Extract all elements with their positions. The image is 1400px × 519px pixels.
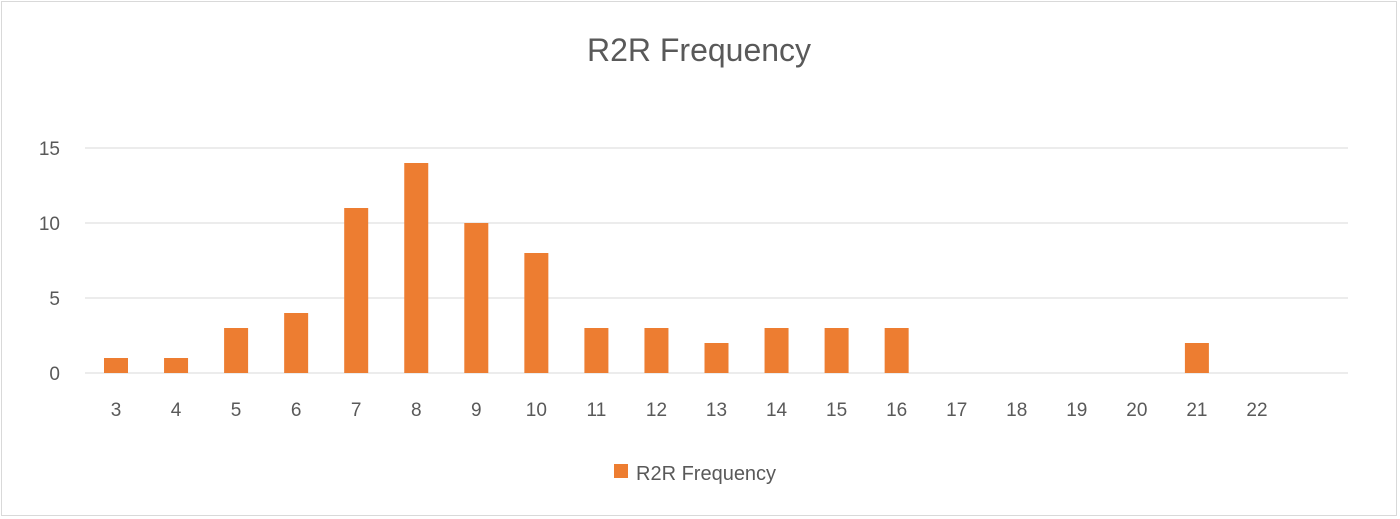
x-tick-label: 14 xyxy=(766,400,788,421)
x-tick-label: 22 xyxy=(1246,400,1267,421)
bar xyxy=(104,358,128,373)
bar xyxy=(1184,343,1209,373)
gridlines xyxy=(85,147,1348,374)
y-tick-label: 5 xyxy=(49,289,60,310)
bar xyxy=(164,358,189,373)
legend-label: R2R Frequency xyxy=(636,463,776,485)
x-tick-label: 3 xyxy=(111,400,122,421)
bar xyxy=(344,208,369,373)
bar xyxy=(224,328,249,373)
x-tick-label: 8 xyxy=(411,400,422,421)
chart-title: R2R Frequency xyxy=(587,32,811,68)
bar xyxy=(284,313,309,373)
legend-swatch xyxy=(614,464,628,478)
bars xyxy=(104,163,1209,373)
y-tick-label: 0 xyxy=(49,364,60,385)
x-tick-label: 18 xyxy=(1006,400,1027,421)
y-tick-label: 15 xyxy=(39,139,60,160)
bar xyxy=(824,328,849,373)
bar xyxy=(884,328,909,373)
bar xyxy=(704,343,729,373)
x-tick-label: 13 xyxy=(706,400,727,421)
legend: R2R Frequency xyxy=(614,463,776,485)
bar xyxy=(764,328,789,373)
x-tick-label: 11 xyxy=(587,400,607,421)
x-tick-label: 5 xyxy=(231,400,242,421)
x-tick-label: 6 xyxy=(291,400,302,421)
x-tick-label: 7 xyxy=(351,400,362,421)
bar xyxy=(584,328,609,373)
bar xyxy=(644,328,669,373)
bar xyxy=(464,223,489,373)
x-tick-label: 16 xyxy=(886,400,907,421)
x-tick-label: 15 xyxy=(826,400,847,421)
x-tick-label: 21 xyxy=(1186,400,1207,421)
x-tick-label: 10 xyxy=(526,400,547,421)
x-tick-label: 17 xyxy=(946,400,967,421)
bar xyxy=(524,253,549,373)
bar xyxy=(404,163,429,373)
y-tick-label: 10 xyxy=(39,214,60,235)
x-tick-label: 4 xyxy=(171,400,182,421)
y-axis-tick-labels: 0 5 10 15 xyxy=(39,139,60,385)
x-tick-label: 9 xyxy=(471,400,482,421)
x-tick-label: 20 xyxy=(1126,400,1147,421)
x-axis-tick-labels: 3 4 5 6 7 8 9 10 11 12 13 14 15 16 17 18 19 20 21 22 xyxy=(111,400,1268,421)
x-tick-label: 12 xyxy=(646,400,667,421)
x-tick-label: 19 xyxy=(1066,400,1087,421)
